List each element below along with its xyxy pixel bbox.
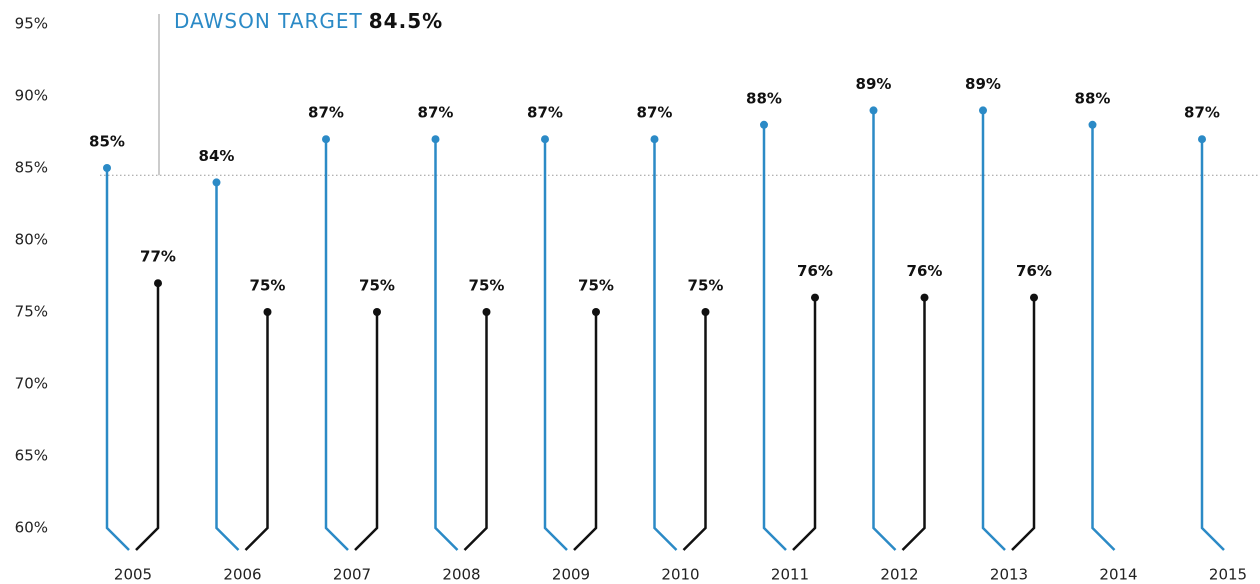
stem <box>215 182 240 551</box>
stem <box>244 312 269 551</box>
value-label: 84% <box>199 147 235 165</box>
stem <box>792 297 817 551</box>
stem <box>543 139 568 551</box>
value-label: 76% <box>1016 262 1052 280</box>
value-label: 77% <box>140 248 176 266</box>
stem <box>354 312 379 551</box>
y-tick-label: 65% <box>15 447 48 465</box>
dot <box>212 178 221 187</box>
dot <box>541 135 549 144</box>
dot <box>373 308 381 316</box>
value-label: 89% <box>856 75 892 93</box>
value-label: 87% <box>637 104 673 122</box>
x-tick-label: 2008 <box>442 566 480 584</box>
dot <box>482 308 491 316</box>
stem <box>105 168 130 551</box>
value-label: 75% <box>250 277 286 295</box>
dot <box>592 308 600 316</box>
x-tick-label: 2015 <box>1209 566 1247 584</box>
x-tick-label: 2012 <box>880 566 918 584</box>
y-tick-label: 85% <box>15 159 48 177</box>
value-label: 85% <box>89 133 125 151</box>
stem <box>682 312 707 551</box>
x-tick-label: 2010 <box>661 566 699 584</box>
value-label: 89% <box>965 75 1001 93</box>
stem <box>135 283 160 551</box>
dot <box>154 279 162 288</box>
dot <box>1030 293 1038 302</box>
y-tick-label: 80% <box>15 231 48 249</box>
value-label: 75% <box>469 277 505 295</box>
value-label: 75% <box>688 277 724 295</box>
stem <box>463 312 488 551</box>
stem <box>324 139 349 551</box>
stem <box>901 297 926 551</box>
y-tick-label: 60% <box>15 519 48 537</box>
value-label: 87% <box>1184 104 1220 122</box>
value-label: 87% <box>308 104 344 122</box>
stem <box>1091 124 1116 551</box>
dot <box>920 293 929 302</box>
stem <box>872 110 897 551</box>
stem <box>653 139 678 551</box>
value-label: 87% <box>527 104 563 122</box>
dot <box>1198 135 1206 144</box>
value-label: 76% <box>907 262 943 280</box>
dot <box>811 293 819 302</box>
stem <box>981 110 1006 551</box>
target-annotation: DAWSON TARGET 84.5% <box>174 9 443 33</box>
dot <box>869 106 878 115</box>
stem <box>434 139 459 551</box>
y-tick-label: 95% <box>15 15 48 33</box>
value-label: 87% <box>418 104 454 122</box>
y-tick-label: 90% <box>15 87 48 105</box>
x-tick-label: 2009 <box>552 566 590 584</box>
target-value-label: 84.5% <box>369 9 443 33</box>
dot <box>103 164 111 172</box>
dot <box>979 106 987 115</box>
x-tick-label: 2006 <box>223 566 261 584</box>
x-tick-label: 2014 <box>1099 566 1137 584</box>
stem <box>1011 297 1036 551</box>
dot <box>322 135 330 144</box>
dot <box>431 135 440 144</box>
y-tick-label: 70% <box>15 375 48 393</box>
x-tick-label: 2005 <box>114 566 152 584</box>
dot <box>760 120 768 129</box>
target-label: DAWSON TARGET <box>174 9 363 33</box>
x-tick-label: 2007 <box>333 566 371 584</box>
stem <box>762 124 787 551</box>
dot <box>1088 120 1097 129</box>
stem <box>1200 139 1225 551</box>
y-tick-label: 75% <box>15 303 48 321</box>
dot <box>263 308 272 316</box>
value-label: 88% <box>1075 89 1111 107</box>
x-tick-label: 2013 <box>990 566 1028 584</box>
x-tick-label: 2011 <box>771 566 809 584</box>
stem <box>573 312 598 551</box>
value-label: 88% <box>746 89 782 107</box>
dot <box>650 135 659 144</box>
value-label: 75% <box>359 277 395 295</box>
dot <box>701 308 710 316</box>
value-label: 76% <box>797 262 833 280</box>
value-label: 75% <box>578 277 614 295</box>
